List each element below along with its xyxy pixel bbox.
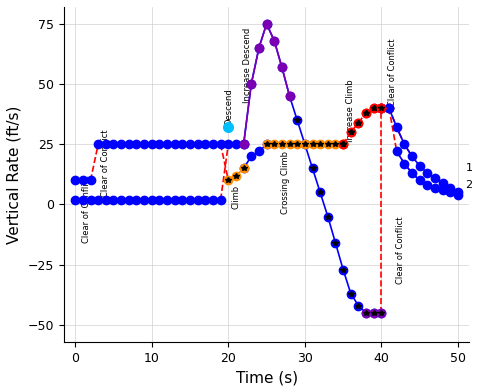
Text: Descend: Descend (224, 88, 233, 125)
Text: Clear of Conflict: Clear of Conflict (101, 130, 110, 197)
Text: 2: 2 (466, 180, 473, 190)
Text: Clear of Conflict: Clear of Conflict (388, 38, 397, 106)
Text: Crossing Climb: Crossing Climb (281, 151, 290, 214)
Text: 1: 1 (466, 163, 473, 173)
Text: Increase Descend: Increase Descend (243, 28, 252, 103)
Text: Climb: Climb (231, 185, 240, 209)
Y-axis label: Vertical Rate (ft/s): Vertical Rate (ft/s) (7, 105, 22, 243)
Text: Clear of Conflict: Clear of Conflict (396, 216, 405, 284)
X-axis label: Time (s): Time (s) (236, 370, 298, 385)
Text: Increase Climb: Increase Climb (346, 79, 355, 142)
Text: Clear of Conflict: Clear of Conflict (82, 176, 91, 243)
